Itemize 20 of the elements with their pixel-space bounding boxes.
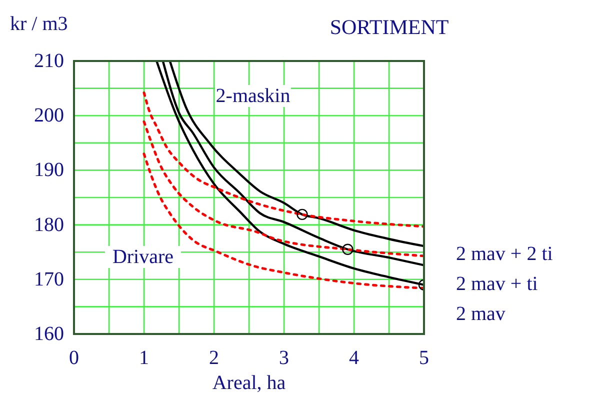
- y-tick-label: 190: [34, 159, 64, 182]
- series-label: 2 mav: [456, 303, 506, 326]
- x-tick-label: 4: [349, 347, 359, 369]
- annotation: Drivare: [112, 246, 174, 268]
- x-tick-label: 0: [69, 347, 79, 369]
- x-tick-label: 2: [209, 347, 219, 369]
- y-tick-label: 210: [34, 50, 64, 72]
- y-axis-title: kr / m3: [10, 13, 68, 35]
- x-tick-label: 1: [139, 347, 149, 369]
- x-tick-label: 5: [419, 347, 429, 369]
- y-tick-label: 200: [34, 104, 64, 127]
- x-tick-label: 3: [279, 347, 289, 369]
- y-tick-label: 160: [34, 323, 64, 345]
- y-tick-label: 170: [34, 268, 64, 290]
- annotation: 2-maskin: [216, 85, 290, 107]
- series-label: 2 mav + 2 ti: [456, 243, 554, 266]
- y-tick-label: 180: [34, 214, 64, 236]
- x-axis-title: Areal, ha: [212, 372, 286, 394]
- chart-title: SORTIMENT: [330, 15, 449, 39]
- series-label: 2 mav + ti: [456, 273, 538, 296]
